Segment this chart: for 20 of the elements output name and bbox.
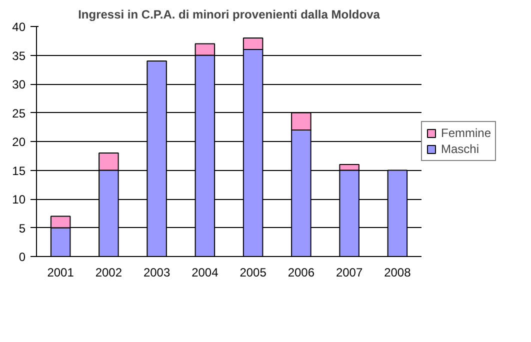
x-tick-label: 2006 [288, 266, 315, 280]
y-tick-label: 25 [12, 106, 26, 120]
y-tick-label: 15 [12, 164, 26, 178]
y-tick-label: 20 [12, 135, 26, 149]
x-tick-label: 2001 [47, 266, 74, 280]
y-tick-label: 10 [12, 192, 26, 206]
x-tick-label: 2008 [384, 266, 412, 280]
x-tick-label: 2007 [336, 266, 363, 280]
legend-label: Femmine [441, 126, 492, 140]
x-tick-label: 2002 [95, 266, 122, 280]
y-tick-label: 5 [18, 221, 26, 236]
legend-label: Maschi [441, 142, 480, 156]
y-tick-label: 0 [18, 250, 26, 264]
y-tick-label: 35 [12, 48, 26, 63]
x-tick-label: 2004 [192, 266, 219, 280]
y-tick-label: 30 [12, 78, 26, 92]
chart-title: Ingressi in C.P.A. di minori provenienti dalla Moldova [78, 8, 380, 22]
x-tick-label: 2005 [240, 266, 267, 280]
x-tick-label: 2003 [143, 266, 170, 280]
y-tick-label: 40 [12, 20, 26, 34]
